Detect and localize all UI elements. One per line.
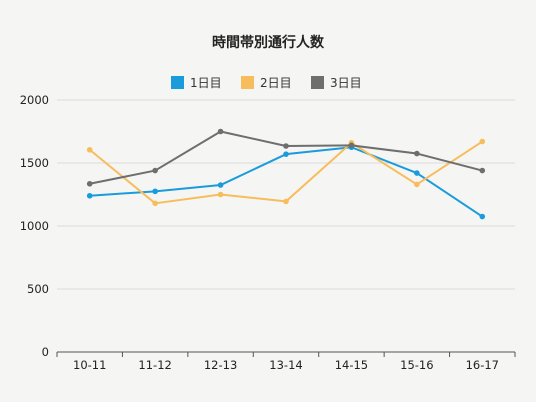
data-point	[479, 138, 486, 145]
legend-swatch	[241, 76, 254, 89]
legend-label: 3日目	[330, 76, 362, 90]
data-point	[86, 146, 93, 153]
y-tick-label: 0	[42, 345, 49, 359]
data-point	[217, 128, 224, 135]
data-point	[86, 180, 93, 187]
y-tick-label: 2000	[20, 93, 49, 107]
data-point	[283, 143, 289, 149]
x-tick-label: 14-15	[335, 358, 368, 372]
x-axis: 10-11 11-12 12-13 13-14 14-15 15-16 16-17	[56, 351, 516, 372]
legend: 1日目 2日目 3日目	[171, 76, 362, 90]
y-tick-label: 500	[27, 282, 49, 296]
series-group	[86, 128, 486, 220]
series-3	[86, 128, 486, 187]
gridlines	[57, 99, 515, 290]
legend-item: 1日目	[171, 76, 222, 90]
legend-item: 3日目	[311, 76, 362, 90]
legend-label: 1日目	[190, 76, 222, 90]
legend-item: 2日目	[241, 76, 292, 90]
x-tick-label: 13-14	[269, 358, 302, 372]
x-tick-label: 16-17	[466, 358, 499, 372]
series-line	[89, 130, 483, 185]
x-tick-label: 12-13	[204, 358, 237, 372]
data-point	[86, 192, 93, 199]
data-point	[414, 150, 420, 157]
series-1	[86, 144, 486, 220]
x-tick-label: 15-16	[400, 358, 433, 372]
data-point	[414, 181, 420, 188]
x-tick-label: 11-12	[138, 358, 171, 372]
data-point	[479, 167, 486, 174]
x-tick-label: 10-11	[73, 358, 106, 372]
chart-title: 時間帯別通行人数	[212, 34, 325, 51]
y-axis: 0 500 1000 1500 2000	[20, 93, 49, 359]
data-point	[283, 198, 289, 205]
data-point	[217, 182, 224, 188]
legend-swatch	[171, 76, 184, 89]
y-tick-label: 1000	[20, 219, 49, 233]
legend-label: 2日目	[260, 76, 292, 90]
data-point	[414, 170, 420, 176]
data-point	[348, 142, 355, 149]
data-point	[152, 167, 158, 174]
y-tick-label: 1500	[20, 156, 49, 170]
data-point	[217, 191, 224, 198]
data-point	[479, 213, 486, 220]
series-line	[89, 146, 483, 218]
data-point	[152, 200, 158, 207]
data-point	[283, 151, 289, 157]
legend-swatch	[311, 76, 324, 89]
data-point	[152, 188, 158, 195]
